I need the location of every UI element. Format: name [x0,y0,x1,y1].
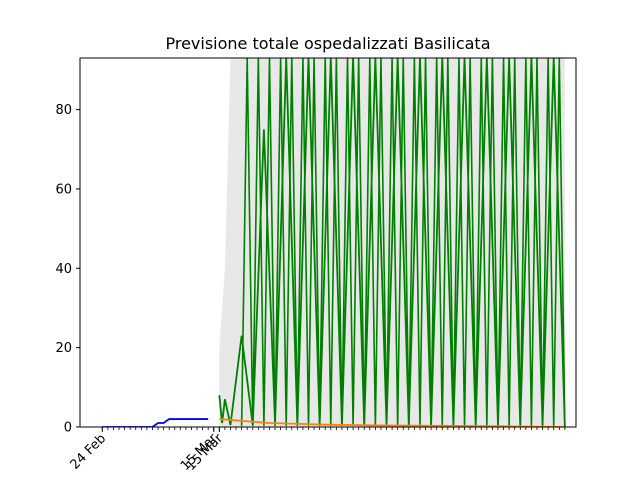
y-tick-label: 60 [55,182,72,197]
plot-area [102,58,566,427]
trend-series-line [219,418,565,427]
plot-content [102,58,566,427]
y-tick-label: 0 [64,421,72,436]
y-tick-label: 40 [55,262,72,277]
forecast-series-line [218,58,566,427]
history-series-line [102,418,209,427]
axes-frame [79,57,577,428]
forecast-oscillation-line [240,58,566,426]
x-tick-label: 24 Feb [68,431,110,473]
chart-title: Previsione totale ospedalizzati Basilica… [165,34,490,53]
y-tick-label: 20 [55,341,72,356]
y-tick-label: 80 [55,103,72,118]
